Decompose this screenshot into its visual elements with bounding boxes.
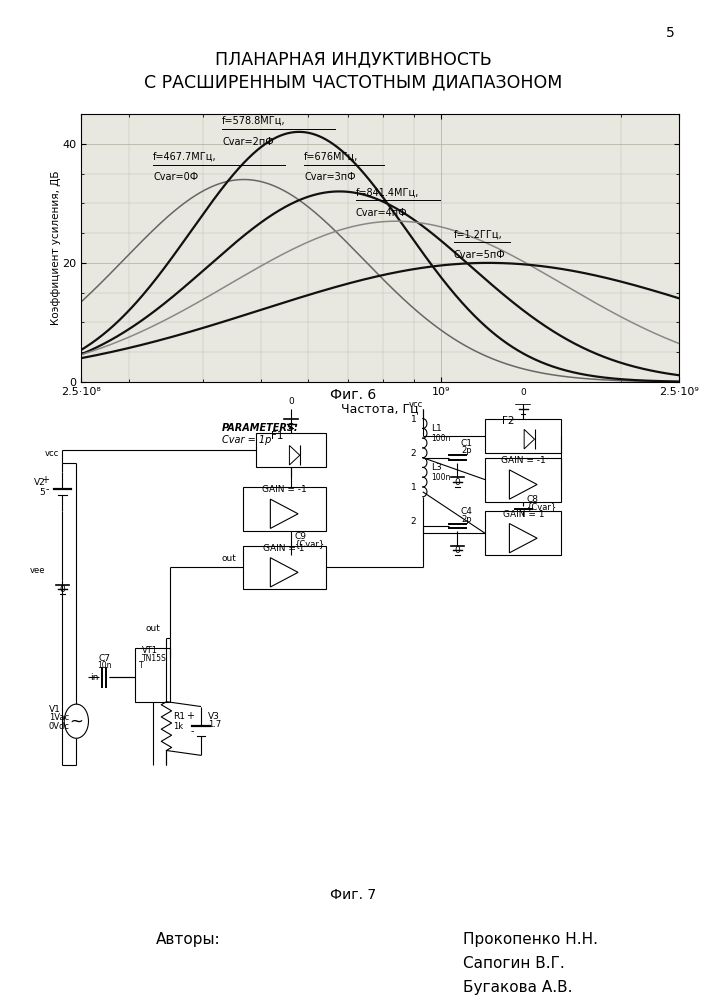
Text: L3: L3 bbox=[431, 463, 442, 472]
Text: GAIN = 1: GAIN = 1 bbox=[264, 544, 305, 553]
Text: 2: 2 bbox=[411, 449, 416, 458]
Bar bbox=[257, 433, 326, 467]
Text: V2: V2 bbox=[33, 478, 45, 487]
Text: F2: F2 bbox=[502, 416, 514, 426]
Text: 1: 1 bbox=[411, 415, 416, 424]
Text: f=841.4МГц,: f=841.4МГц, bbox=[356, 187, 419, 197]
Text: Cvar=4пФ: Cvar=4пФ bbox=[356, 208, 407, 218]
Text: 0Vdc: 0Vdc bbox=[49, 722, 70, 731]
Text: C9: C9 bbox=[295, 532, 307, 541]
Text: f=467.7МГц,: f=467.7МГц, bbox=[153, 152, 217, 162]
Text: 1Vac: 1Vac bbox=[49, 713, 69, 722]
Bar bbox=[243, 546, 326, 589]
Text: Сапогин В.Г.: Сапогин В.Г. bbox=[463, 956, 565, 971]
Text: 100n: 100n bbox=[431, 473, 451, 482]
Text: +: + bbox=[40, 475, 49, 485]
Text: GAIN = -1: GAIN = -1 bbox=[262, 485, 307, 494]
Text: 2: 2 bbox=[411, 517, 416, 526]
Text: 1: 1 bbox=[411, 483, 416, 492]
Text: Прокопенко Н.Н.: Прокопенко Н.Н. bbox=[463, 932, 598, 947]
Text: 0: 0 bbox=[288, 397, 294, 406]
Text: out: out bbox=[222, 554, 237, 563]
Text: Cvar = 1p: Cvar = 1p bbox=[222, 435, 271, 445]
Text: 5: 5 bbox=[40, 488, 45, 497]
Text: 0: 0 bbox=[520, 388, 526, 397]
Text: vcc: vcc bbox=[45, 449, 59, 458]
Text: 1k: 1k bbox=[173, 722, 184, 731]
Bar bbox=[485, 511, 561, 555]
Text: TN15S: TN15S bbox=[142, 654, 167, 663]
Text: 0: 0 bbox=[59, 585, 65, 594]
Text: -: - bbox=[45, 484, 49, 494]
Text: out: out bbox=[146, 624, 160, 633]
Text: Cvar=0Ф: Cvar=0Ф bbox=[153, 172, 199, 182]
Bar bbox=[243, 487, 326, 531]
Text: ~: ~ bbox=[69, 712, 83, 730]
Text: VT1: VT1 bbox=[142, 646, 158, 655]
Y-axis label: Коэффициент усиления, ДБ: Коэффициент усиления, ДБ bbox=[51, 171, 61, 325]
Text: f=1.2ГГц,: f=1.2ГГц, bbox=[454, 229, 503, 239]
Text: 5: 5 bbox=[667, 26, 675, 40]
Text: in: in bbox=[90, 673, 98, 682]
Text: Авторы:: Авторы: bbox=[156, 932, 220, 947]
Text: Cvar=5пФ: Cvar=5пФ bbox=[454, 250, 506, 260]
Text: vcc: vcc bbox=[409, 400, 423, 409]
Text: 2p: 2p bbox=[461, 446, 472, 455]
Bar bbox=[485, 458, 561, 502]
Text: Cvar=2пФ: Cvar=2пФ bbox=[222, 137, 274, 147]
Text: 0: 0 bbox=[455, 478, 460, 487]
Text: +: + bbox=[186, 711, 194, 721]
Text: C8: C8 bbox=[527, 495, 539, 504]
Bar bbox=[135, 648, 170, 702]
Text: PARAMETERS:: PARAMETERS: bbox=[222, 423, 298, 433]
Text: V1: V1 bbox=[49, 705, 61, 714]
Text: f=578.8МГц,: f=578.8МГц, bbox=[222, 116, 286, 126]
Text: {Cvar}: {Cvar} bbox=[295, 539, 325, 548]
Text: Бугакова А.В.: Бугакова А.В. bbox=[463, 980, 573, 995]
Text: 100n: 100n bbox=[431, 434, 451, 443]
Text: С РАСШИРЕННЫМ ЧАСТОТНЫМ ДИАПАЗОНОМ: С РАСШИРЕННЫМ ЧАСТОТНЫМ ДИАПАЗОНОМ bbox=[144, 73, 563, 91]
Text: T: T bbox=[139, 661, 144, 670]
Bar bbox=[485, 419, 561, 453]
Text: Фиг. 7: Фиг. 7 bbox=[330, 888, 377, 902]
Text: C1: C1 bbox=[461, 439, 473, 448]
Text: L1: L1 bbox=[431, 424, 442, 433]
Text: V3: V3 bbox=[208, 712, 220, 721]
Text: 10n: 10n bbox=[97, 661, 111, 670]
Text: ПЛАНАРНАЯ ИНДУКТИВНОСТЬ: ПЛАНАРНАЯ ИНДУКТИВНОСТЬ bbox=[215, 50, 492, 68]
Text: R1: R1 bbox=[173, 712, 185, 721]
Text: vee: vee bbox=[30, 566, 45, 575]
Text: GAIN = -1: GAIN = -1 bbox=[501, 456, 546, 465]
Text: 1.7: 1.7 bbox=[208, 720, 221, 729]
Text: {Cvar}: {Cvar} bbox=[527, 502, 557, 511]
X-axis label: Частота, Гц: Частота, Гц bbox=[341, 402, 419, 415]
Text: 2p: 2p bbox=[461, 515, 472, 524]
Text: Cvar=3пФ: Cvar=3пФ bbox=[304, 172, 356, 182]
Text: f=676МГц,: f=676МГц, bbox=[304, 152, 358, 162]
Text: Фиг. 6: Фиг. 6 bbox=[330, 388, 377, 402]
Text: C4: C4 bbox=[461, 507, 473, 516]
Text: F1: F1 bbox=[271, 431, 284, 441]
Text: C7: C7 bbox=[98, 654, 110, 663]
Text: GAIN = 1: GAIN = 1 bbox=[503, 510, 544, 519]
Text: -: - bbox=[191, 726, 194, 736]
Text: 0: 0 bbox=[455, 546, 460, 555]
